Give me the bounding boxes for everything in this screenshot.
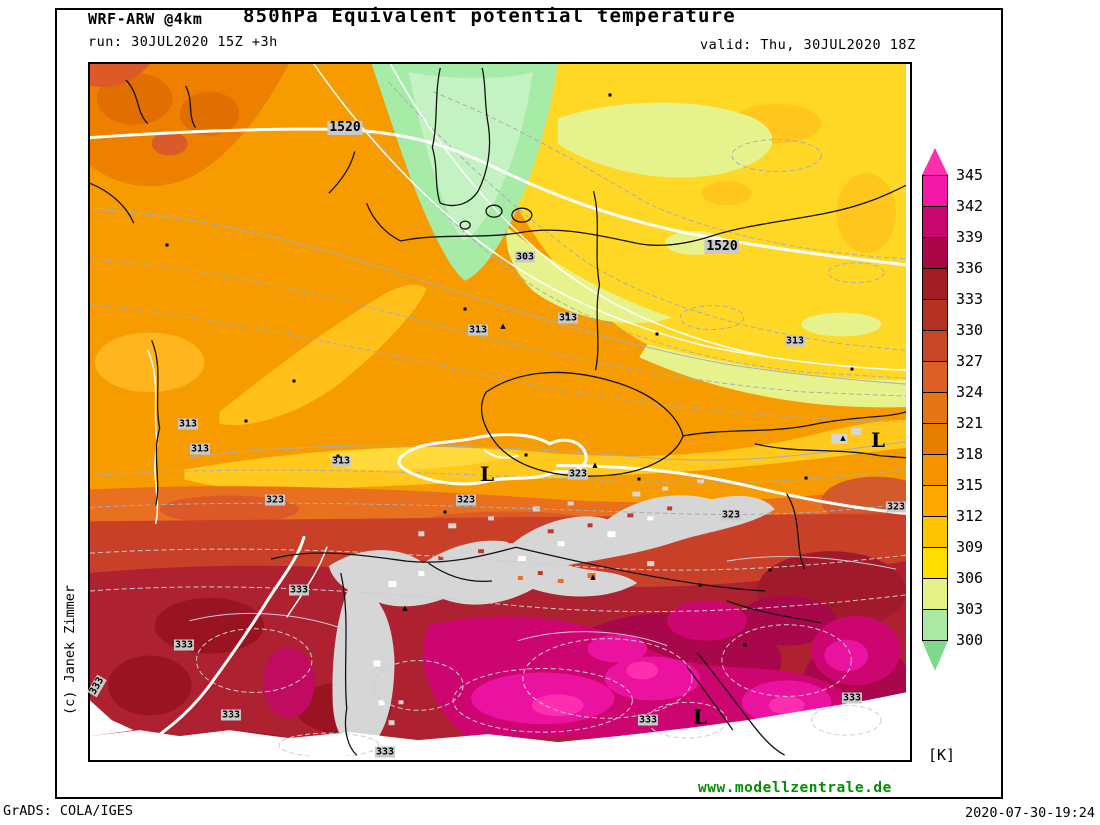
colorbar-segment: [922, 392, 948, 424]
colorbar-segment: [922, 609, 948, 641]
colorbar-segment: [922, 206, 948, 238]
run-time: run: 30JUL2020 15Z +3h: [88, 34, 278, 50]
colorbar-tick: 306: [956, 569, 984, 587]
colorbar-tick: 345: [956, 166, 984, 184]
colorbar-tick: 312: [956, 507, 984, 525]
colorbar-tick: 303: [956, 600, 984, 618]
colorbar-segment: [922, 454, 948, 486]
colorbar-segment: [922, 361, 948, 393]
colorbar-segment: [922, 578, 948, 610]
colorbar-arrow-bottom: [922, 641, 948, 671]
valid-time: valid: Thu, 30JUL2020 18Z: [700, 37, 916, 53]
colorbar-legend: 345 342 339 336 333 330 327 324 321 318 315 312 309 3…: [922, 148, 1002, 708]
colorbar-tick: 324: [956, 383, 984, 401]
colorbar-tick: 339: [956, 228, 984, 246]
colorbar-tick: 321: [956, 414, 984, 432]
colorbar-segment: [922, 330, 948, 362]
colorbar-tick: 330: [956, 321, 984, 339]
colorbar-segment: [922, 299, 948, 331]
grads-credit: GrADS: COLA/IGES: [3, 803, 134, 819]
thetae-field-plot: [90, 64, 906, 756]
weather-map: [88, 62, 912, 762]
author-credit: (c) Janek Zimmer: [62, 584, 78, 716]
figure-frame: [55, 8, 1003, 799]
colorbar-tick: 315: [956, 476, 984, 494]
colorbar-unit-label: [K]: [928, 746, 956, 764]
colorbar-tick: 342: [956, 197, 984, 215]
colorbar-tick: 318: [956, 445, 984, 463]
colorbar-tick: 336: [956, 259, 984, 277]
colorbar-segment: [922, 516, 948, 548]
colorbar-segment: [922, 175, 948, 207]
colorbar-tick: 300: [956, 631, 984, 649]
colorbar-segment: [922, 423, 948, 455]
colorbar-tick: 333: [956, 290, 984, 308]
creation-timestamp: 2020-07-30-19:24: [964, 805, 1095, 821]
page-title: 850hPa Equivalent potential temperature: [243, 5, 736, 27]
colorbar-tick: 309: [956, 538, 984, 556]
colorbar-arrow-top: [922, 148, 948, 175]
website-credit: www.modellzentrale.de: [698, 780, 892, 796]
colorbar-segment: [922, 485, 948, 517]
colorbar-segment: [922, 237, 948, 269]
colorbar-segment: [922, 547, 948, 579]
colorbar-tick: 327: [956, 352, 984, 370]
colorbar-segment: [922, 268, 948, 300]
model-name: WRF-ARW @4km: [88, 10, 203, 28]
